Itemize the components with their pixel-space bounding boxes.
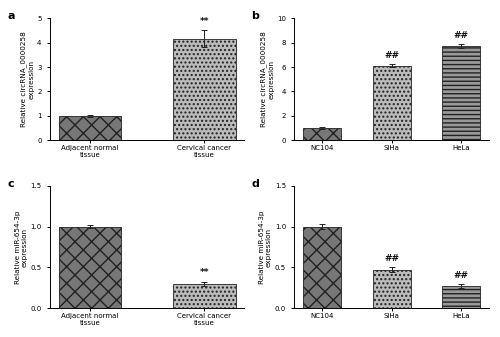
Bar	[173, 39, 236, 140]
Bar	[442, 286, 480, 308]
Bar	[173, 284, 236, 308]
Y-axis label: Relative miR-654-3p
expression: Relative miR-654-3p expression	[14, 210, 28, 284]
Bar	[303, 128, 342, 140]
Bar	[58, 227, 122, 308]
Bar	[303, 227, 342, 308]
Text: a: a	[7, 11, 14, 21]
Text: c: c	[7, 179, 14, 189]
Bar	[372, 270, 410, 308]
Bar	[372, 66, 410, 140]
Text: ##: ##	[384, 51, 399, 60]
Text: b: b	[252, 11, 260, 21]
Text: **: **	[200, 268, 209, 277]
Bar	[442, 46, 480, 140]
Y-axis label: Relative circRNA_0000258
expression: Relative circRNA_0000258 expression	[20, 31, 34, 127]
Text: ##: ##	[384, 254, 399, 263]
Y-axis label: Relative circRNA_0000258
expression: Relative circRNA_0000258 expression	[260, 31, 274, 127]
Text: d: d	[252, 179, 260, 189]
Bar	[58, 116, 122, 140]
Text: **: **	[200, 17, 209, 26]
Text: ##: ##	[454, 271, 468, 280]
Text: ##: ##	[454, 31, 468, 40]
Y-axis label: Relative miR-654-3p
expression: Relative miR-654-3p expression	[259, 210, 272, 284]
